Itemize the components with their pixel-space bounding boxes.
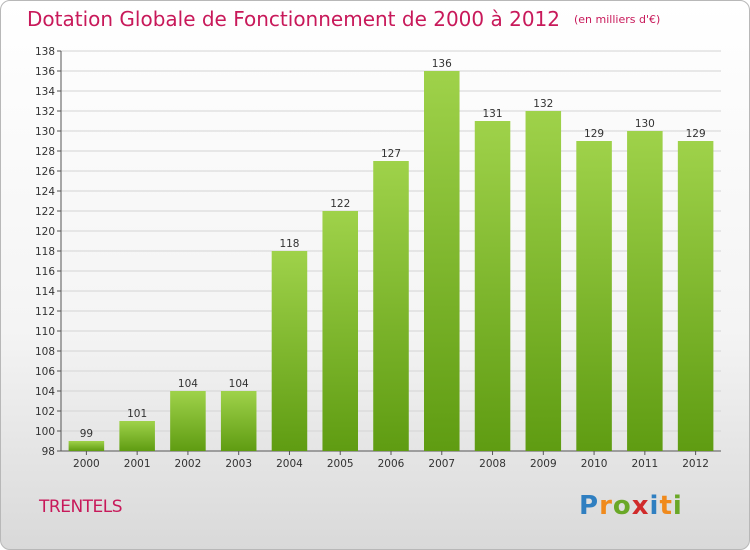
- y-tick-label: 100: [35, 426, 55, 438]
- x-tick-label: 2008: [479, 458, 506, 470]
- y-tick-label: 126: [35, 166, 55, 178]
- bar: [170, 391, 206, 451]
- bar: [627, 131, 663, 451]
- y-tick-label: 104: [35, 386, 55, 398]
- value-label: 99: [80, 428, 93, 440]
- value-label: 118: [279, 238, 299, 250]
- value-label: 132: [533, 98, 553, 110]
- title-text: Dotation Globale de Fonctionnement de 20…: [27, 7, 560, 31]
- bar: [271, 251, 308, 451]
- value-label: 104: [178, 378, 198, 390]
- y-tick-label: 128: [35, 146, 55, 158]
- value-labels: 99 101 104 104 118 122 127 136 131 132 129 130 129: [80, 58, 706, 440]
- logo-letter: t: [659, 491, 673, 521]
- y-tick-label: 122: [35, 206, 55, 218]
- x-tick-label: 2000: [73, 458, 100, 470]
- x-tick-label: 2004: [276, 458, 303, 470]
- y-tick-label: 120: [35, 226, 55, 238]
- y-tick-label: 116: [35, 266, 55, 278]
- x-tick-label: 2009: [530, 458, 557, 470]
- value-label: 131: [483, 108, 503, 120]
- value-label: 129: [584, 128, 604, 140]
- bar: [424, 71, 460, 451]
- x-tick-label: 2011: [631, 458, 658, 470]
- logo-letter: x: [631, 491, 650, 521]
- logo-letter: o: [612, 491, 632, 521]
- y-tick-label: 112: [35, 306, 55, 318]
- x-tick-label: 2007: [428, 458, 455, 470]
- bar: [220, 391, 257, 451]
- y-tick-label: 134: [35, 86, 55, 98]
- value-label: 122: [330, 198, 350, 210]
- logo-letter: i: [672, 491, 683, 521]
- proxiti-logo: Proxiti: [579, 491, 683, 521]
- bar: [68, 441, 105, 451]
- x-tick-label: 2005: [327, 458, 354, 470]
- bars: [68, 71, 714, 451]
- y-tick-label: 114: [35, 286, 55, 298]
- logo-letter: P: [579, 491, 600, 521]
- x-tick-label: 2010: [581, 458, 608, 470]
- value-label: 136: [432, 58, 452, 70]
- y-tick-label: 130: [35, 126, 55, 138]
- bar: [525, 111, 562, 451]
- y-tick-label: 138: [35, 46, 55, 58]
- x-tick-label: 2003: [225, 458, 252, 470]
- y-tick-label: 124: [35, 186, 55, 198]
- value-label: 104: [229, 378, 249, 390]
- value-label: 127: [381, 148, 401, 160]
- x-tick-label: 2002: [175, 458, 202, 470]
- x-tick-label: 2001: [124, 458, 151, 470]
- value-label: 130: [635, 118, 655, 130]
- logo-letter: r: [599, 491, 613, 521]
- x-tick-label: 2012: [682, 458, 709, 470]
- y-tick-label: 106: [35, 366, 55, 378]
- y-tick-label: 98: [42, 446, 55, 458]
- value-label: 129: [686, 128, 706, 140]
- logo-letter: i: [649, 491, 660, 521]
- bar: [677, 141, 714, 451]
- value-label: 101: [127, 408, 147, 420]
- y-tick-label: 136: [35, 66, 55, 78]
- bar: [373, 161, 409, 451]
- unit-label: (en milliers d'€): [574, 13, 661, 26]
- commune-name: TRENTELS: [39, 497, 123, 517]
- bar: [322, 211, 358, 451]
- chart-title: Dotation Globale de Fonctionnement de 20…: [27, 7, 660, 31]
- y-tick-label: 132: [35, 106, 55, 118]
- y-tick-label: 110: [35, 326, 55, 338]
- y-tick-label: 102: [35, 406, 55, 418]
- bar: [576, 141, 612, 451]
- bar: [474, 121, 511, 451]
- x-tick-label: 2006: [378, 458, 405, 470]
- bar: [119, 421, 155, 451]
- y-tick-label: 108: [35, 346, 55, 358]
- y-tick-label: 118: [35, 246, 55, 258]
